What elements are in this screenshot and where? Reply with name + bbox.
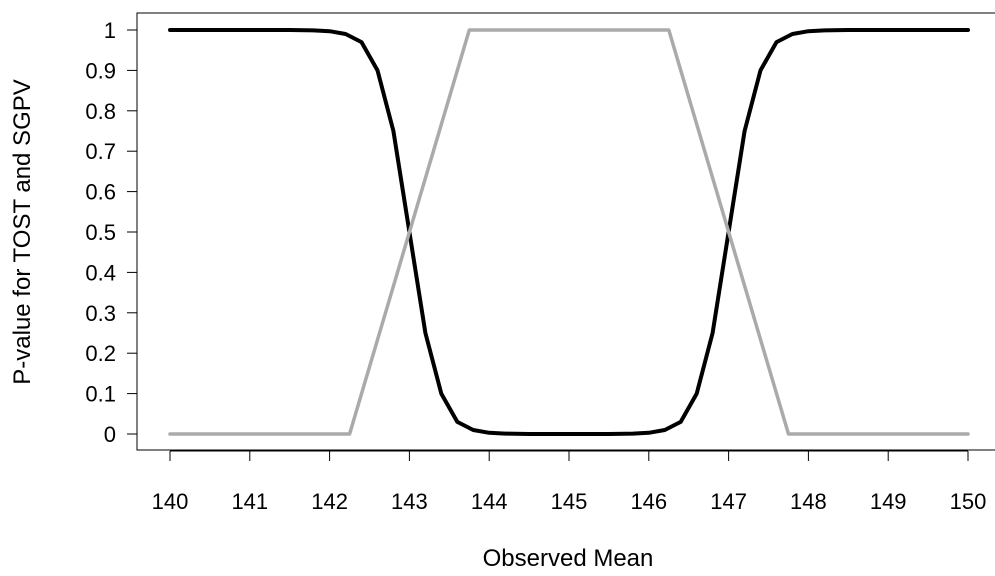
y-tick-label: 0.8 [85,99,116,124]
y-axis-label: P-value for TOST and SGPV [9,79,36,384]
x-axis-label: Observed Mean [483,545,654,572]
x-tick-label: 143 [391,489,428,514]
plot-frame [136,12,995,451]
x-tick-label: 142 [311,489,348,514]
x-tick-label: 146 [630,489,667,514]
x-tick-label: 140 [152,489,189,514]
x-tick-label: 147 [710,489,747,514]
y-tick-label: 0 [104,422,116,447]
series-line-gray [168,28,970,436]
y-tick-label: 0.6 [85,180,116,205]
y-tick-label: 0.4 [85,260,116,285]
x-axis: 140 141 142 143 144 145 146 147 148 149 150 [152,450,987,514]
series-line-black [168,28,970,436]
x-tick-label: 148 [790,489,827,514]
y-tick-label: 0.9 [85,58,116,83]
y-axis: 0 0.1 0.2 0.3 0.4 0.5 0.6 0.7 0.8 0.9 1 [85,18,138,447]
y-tick-label: 1 [104,18,116,43]
series-layer [168,28,970,436]
y-tick-label: 0.5 [85,220,116,245]
x-tick-label: 149 [870,489,907,514]
x-tick-label: 144 [471,489,508,514]
y-tick-label: 0.3 [85,301,116,326]
y-tick-label: 0.7 [85,139,116,164]
y-tick-label: 0.2 [85,341,116,366]
y-tick-label: 0.1 [85,382,116,407]
x-tick-label: 150 [950,489,987,514]
x-tick-label: 145 [551,489,588,514]
x-tick-label: 141 [231,489,268,514]
